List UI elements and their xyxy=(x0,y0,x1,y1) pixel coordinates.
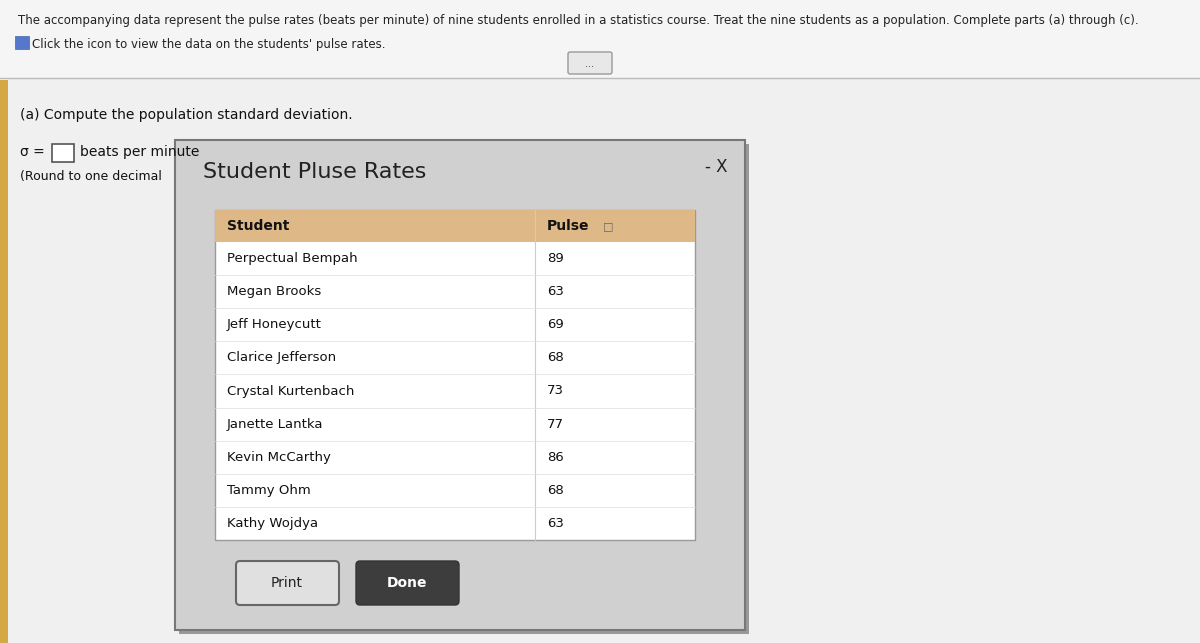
FancyBboxPatch shape xyxy=(8,78,1200,643)
Text: (a) Compute the population standard deviation.: (a) Compute the population standard devi… xyxy=(20,108,353,122)
Text: - X: - X xyxy=(706,158,727,176)
Text: Pulse: Pulse xyxy=(547,219,589,233)
Text: Janette Lantka: Janette Lantka xyxy=(227,417,324,431)
Text: ...: ... xyxy=(586,59,594,69)
FancyBboxPatch shape xyxy=(215,210,695,540)
Text: beats per minute: beats per minute xyxy=(80,145,199,159)
Text: Jeff Honeycutt: Jeff Honeycutt xyxy=(227,318,322,331)
Text: Student: Student xyxy=(227,219,289,233)
FancyBboxPatch shape xyxy=(0,80,8,643)
Text: 68: 68 xyxy=(547,484,564,497)
FancyBboxPatch shape xyxy=(568,52,612,74)
FancyBboxPatch shape xyxy=(179,144,749,634)
Text: Click the icon to view the data on the students' pulse rates.: Click the icon to view the data on the s… xyxy=(32,38,385,51)
Text: Clarice Jefferson: Clarice Jefferson xyxy=(227,351,336,365)
Text: 63: 63 xyxy=(547,285,564,298)
Text: Perpectual Bempah: Perpectual Bempah xyxy=(227,252,358,265)
FancyBboxPatch shape xyxy=(215,210,695,242)
Text: Crystal Kurtenbach: Crystal Kurtenbach xyxy=(227,385,354,397)
Text: □: □ xyxy=(604,221,613,231)
Text: 89: 89 xyxy=(547,252,564,265)
Text: 63: 63 xyxy=(547,517,564,530)
Text: 86: 86 xyxy=(547,451,564,464)
Text: Tammy Ohm: Tammy Ohm xyxy=(227,484,311,497)
Text: Megan Brooks: Megan Brooks xyxy=(227,285,322,298)
FancyBboxPatch shape xyxy=(356,561,458,605)
Text: Kevin McCarthy: Kevin McCarthy xyxy=(227,451,331,464)
FancyBboxPatch shape xyxy=(52,144,74,162)
Text: The accompanying data represent the pulse rates (beats per minute) of nine stude: The accompanying data represent the puls… xyxy=(18,14,1139,27)
Text: Done: Done xyxy=(386,576,427,590)
Text: 73: 73 xyxy=(547,385,564,397)
Text: Student Pluse Rates: Student Pluse Rates xyxy=(203,162,426,182)
FancyBboxPatch shape xyxy=(0,0,1200,100)
Text: (Round to one decimal: (Round to one decimal xyxy=(20,170,162,183)
Text: Print: Print xyxy=(271,576,302,590)
Text: 77: 77 xyxy=(547,417,564,431)
Text: Kathy Wojdya: Kathy Wojdya xyxy=(227,517,318,530)
FancyBboxPatch shape xyxy=(14,36,29,49)
Text: σ =: σ = xyxy=(20,145,44,159)
Text: 69: 69 xyxy=(547,318,564,331)
FancyBboxPatch shape xyxy=(175,140,745,630)
FancyBboxPatch shape xyxy=(236,561,340,605)
Text: 68: 68 xyxy=(547,351,564,365)
